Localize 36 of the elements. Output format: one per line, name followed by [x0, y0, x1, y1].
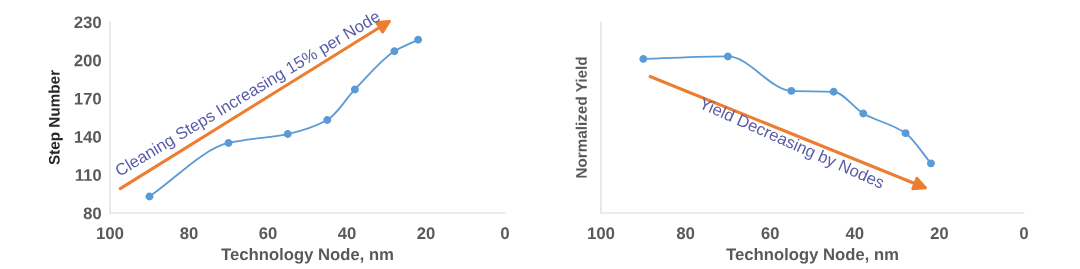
- point: [145, 192, 154, 201]
- point: [323, 116, 332, 124]
- x-tick-label: 20: [417, 227, 435, 240]
- point: [787, 86, 796, 95]
- x-tick-label: 40: [337, 227, 356, 240]
- point: [414, 35, 423, 44]
- x-tick-label: 60: [761, 227, 779, 240]
- y-axis-title: Normalized Yield: [575, 57, 587, 178]
- y-tick-label: 170: [74, 92, 101, 105]
- y-axis-title: Step Number: [48, 70, 63, 165]
- x-tick-label: 80: [180, 227, 198, 240]
- x-tick-label: 100: [588, 227, 615, 240]
- x-tick-label: 0: [501, 227, 509, 240]
- x-axis-title: Technology Node, nm: [726, 247, 898, 264]
- point: [224, 139, 233, 147]
- point: [283, 130, 292, 139]
- point: [901, 129, 910, 138]
- y-tick-label: 200: [74, 54, 101, 67]
- y-tick-label: 80: [83, 207, 101, 220]
- x-tick-label: 80: [676, 227, 695, 240]
- y-tick-label: 230: [74, 16, 101, 29]
- point: [859, 109, 868, 118]
- point: [926, 159, 935, 168]
- x-axis-title: Technology Node, nm: [221, 247, 393, 264]
- y-tick-label: 110: [75, 169, 101, 181]
- x-tick-label: 40: [845, 227, 864, 240]
- x-tick-label: 100: [97, 227, 124, 240]
- x-tick-label: 20: [930, 227, 948, 240]
- point: [829, 87, 838, 96]
- point: [639, 54, 648, 63]
- x-tick-label: 60: [259, 227, 277, 240]
- point: [723, 52, 732, 61]
- x-tick-label: 0: [1020, 227, 1028, 240]
- point: [350, 85, 359, 94]
- y-tick-label: 140: [74, 131, 101, 143]
- point: [390, 47, 399, 56]
